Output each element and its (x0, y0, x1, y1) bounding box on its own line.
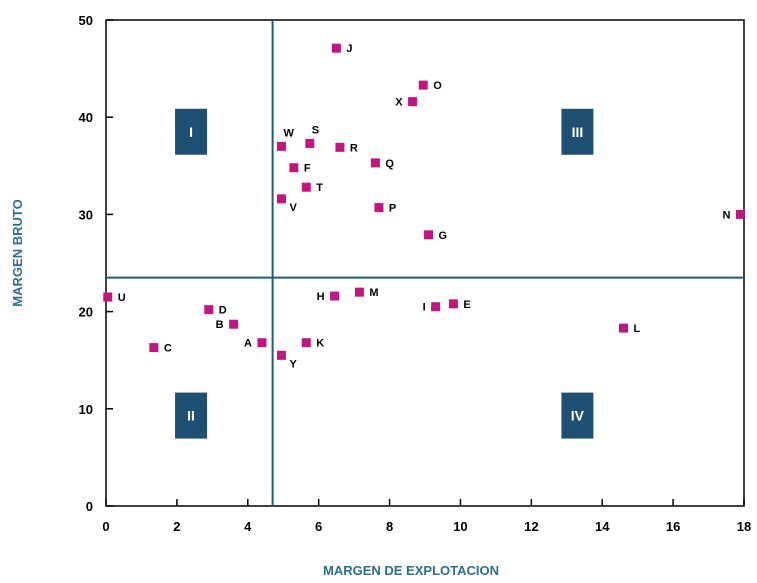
data-point (431, 302, 441, 312)
data-point-label: G (439, 230, 448, 242)
data-point-label: S (312, 124, 319, 136)
data-point-label: H (317, 291, 325, 303)
data-point (229, 319, 239, 329)
data-point-label: V (289, 202, 297, 214)
data-point (149, 343, 159, 353)
data-point (289, 163, 299, 173)
y-tick-label: 0 (86, 499, 93, 514)
data-point (103, 292, 113, 302)
data-point-label: D (219, 305, 227, 317)
y-tick-label: 30 (79, 207, 93, 222)
data-point (331, 43, 341, 53)
data-point-label: A (244, 338, 252, 350)
data-point-label: T (316, 182, 323, 194)
quadrant-box (561, 108, 594, 155)
data-point-label: I (423, 302, 426, 314)
quadrant-box (175, 392, 208, 439)
data-point-label: O (433, 80, 442, 92)
data-point (305, 138, 315, 148)
data-point-label: U (118, 292, 126, 304)
data-point (448, 299, 458, 309)
x-tick-label: 6 (315, 519, 322, 534)
x-tick-label: 16 (666, 519, 680, 534)
x-tick-label: 8 (386, 519, 393, 534)
data-point (354, 287, 364, 297)
data-point-label: P (389, 203, 396, 215)
x-tick-label: 4 (244, 519, 252, 534)
x-tick-label: 2 (173, 519, 180, 534)
plot-frame (105, 19, 745, 507)
quadrant-box (561, 392, 594, 439)
data-point-label: W (283, 127, 294, 139)
y-tick-label: 40 (79, 110, 93, 125)
y-tick-label: 10 (79, 402, 93, 417)
data-point-label: F (304, 163, 311, 175)
x-tick-label: 0 (102, 519, 109, 534)
quadrant-dividers (106, 20, 744, 506)
quadrant-label: I (189, 124, 193, 140)
y-tick-label: 50 (79, 13, 93, 28)
data-points: A B C D E F G H I J K L M N O P Q R S T U V W X Y (103, 43, 745, 370)
data-point (370, 158, 380, 168)
quadrant-label: II (187, 408, 195, 424)
quadrant-label: III (572, 124, 584, 140)
data-point (301, 338, 311, 348)
data-point-label: K (316, 338, 324, 350)
data-point (257, 338, 267, 348)
data-point (276, 141, 286, 151)
data-point-label: C (164, 343, 172, 355)
data-point (330, 291, 340, 301)
data-point (276, 194, 286, 204)
data-point (276, 350, 286, 360)
data-point-label: Q (385, 158, 394, 170)
x-tick-label: 10 (453, 519, 467, 534)
axis-ticks: 0 2 4 6 8 10 12 14 16 18 0 10 20 30 40 50 (79, 13, 752, 534)
data-point-label: E (463, 299, 470, 311)
data-point (408, 97, 418, 107)
quadrant-box (175, 108, 208, 155)
y-tick-label: 20 (79, 305, 93, 320)
data-point (618, 323, 628, 333)
data-point (424, 230, 434, 240)
data-point-label: M (369, 287, 378, 299)
x-axis-title: MARGEN DE EXPLOTACION (323, 563, 499, 578)
data-point-label: Y (289, 358, 297, 370)
x-tick-label: 18 (737, 519, 751, 534)
data-point (735, 209, 745, 219)
data-point-label: R (350, 142, 358, 154)
data-point (418, 80, 428, 90)
data-point (374, 203, 384, 213)
y-axis-title: MARGEN BRUTO (10, 199, 25, 306)
data-point-label: J (346, 43, 352, 55)
data-point-label: X (395, 97, 403, 109)
data-point-label: L (633, 323, 640, 335)
data-point-label: B (216, 319, 224, 331)
data-point (301, 182, 311, 192)
quadrant-label: IV (571, 408, 585, 424)
plot-area (105, 19, 745, 507)
x-tick-label: 12 (524, 519, 538, 534)
x-tick-label: 14 (595, 519, 610, 534)
data-point (204, 305, 214, 315)
data-point (335, 142, 345, 152)
data-point-label: N (723, 209, 731, 221)
